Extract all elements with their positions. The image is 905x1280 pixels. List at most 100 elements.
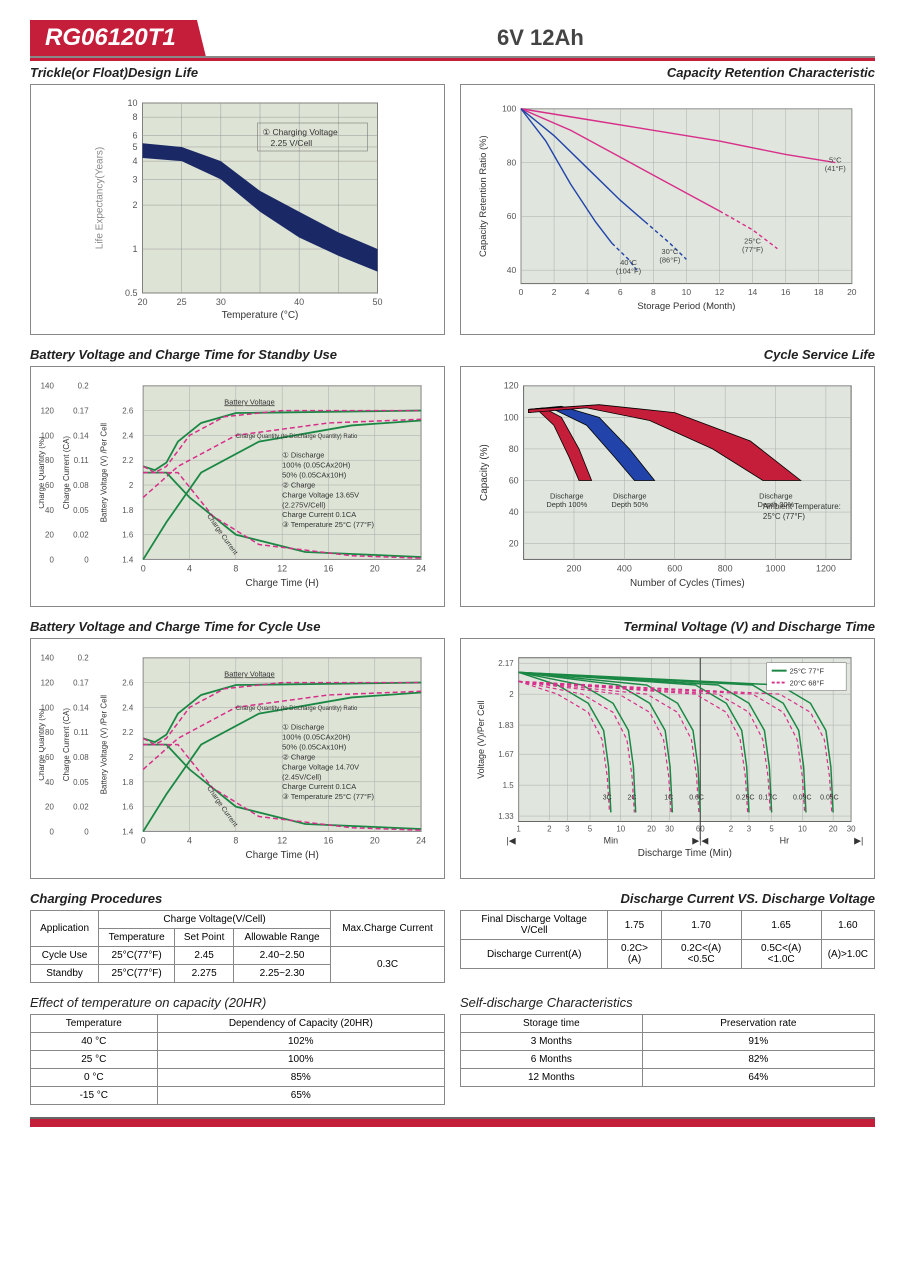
svg-text:80: 80 (45, 728, 54, 737)
svg-text:16: 16 (324, 563, 334, 573)
svg-text:50% (0.05CAx10H): 50% (0.05CAx10H) (282, 743, 347, 752)
svg-text:2: 2 (729, 824, 734, 833)
svg-text:600: 600 (667, 563, 682, 573)
svg-text:0.05: 0.05 (73, 778, 89, 787)
svg-text:10: 10 (127, 98, 137, 108)
svg-text:60: 60 (45, 753, 54, 762)
svg-text:20: 20 (829, 824, 838, 833)
svg-text:25°C 77°F: 25°C 77°F (790, 667, 825, 676)
svg-text:20: 20 (137, 297, 147, 307)
svg-text:Voltage (V)/Per Cell: Voltage (V)/Per Cell (476, 700, 486, 778)
svg-text:Battery Voltage (V) /Per Cell: Battery Voltage (V) /Per Cell (99, 695, 108, 794)
svg-text:0.02: 0.02 (73, 531, 89, 540)
svg-text:80: 80 (509, 444, 519, 454)
svg-text:2C: 2C (628, 795, 637, 802)
svg-text:1.8: 1.8 (122, 506, 134, 515)
svg-text:0.14: 0.14 (73, 703, 89, 712)
svg-text:Charge Current 0.1CA: Charge Current 0.1CA (282, 510, 356, 519)
svg-text:80: 80 (45, 456, 54, 465)
svg-text:50: 50 (372, 297, 382, 307)
svg-text:Capacity Retention Ratio (%): Capacity Retention Ratio (%) (478, 135, 489, 257)
svg-text:12: 12 (715, 287, 725, 297)
svg-text:8: 8 (233, 563, 238, 573)
svg-text:120: 120 (41, 679, 55, 688)
svg-text:100: 100 (502, 104, 516, 114)
svg-text:Charge Time (H): Charge Time (H) (246, 578, 319, 589)
svg-text:3: 3 (747, 824, 752, 833)
svg-text:Battery Voltage (V) /Per Cell: Battery Voltage (V) /Per Cell (99, 423, 108, 522)
svg-text:400: 400 (617, 563, 632, 573)
svg-text:40: 40 (294, 297, 304, 307)
svg-text:2: 2 (547, 824, 552, 833)
svg-text:120: 120 (41, 407, 55, 416)
svg-text:0.5: 0.5 (125, 288, 138, 298)
svg-text:4: 4 (187, 835, 192, 845)
svg-text:8: 8 (233, 835, 238, 845)
svg-text:16: 16 (324, 835, 334, 845)
svg-text:60: 60 (507, 211, 517, 221)
svg-text:24: 24 (416, 563, 426, 573)
svg-text:0: 0 (141, 563, 146, 573)
svg-text:100% (0.05CAx20H): 100% (0.05CAx20H) (282, 733, 351, 742)
svg-text:0.6C: 0.6C (689, 795, 704, 802)
charging-procedures-table: ApplicationCharge Voltage(V/Cell)Max.Cha… (30, 910, 445, 983)
svg-text:Discharge: Discharge (759, 491, 792, 500)
svg-text:0: 0 (49, 827, 54, 836)
svg-text:Number of Cycles (Times): Number of Cycles (Times) (630, 578, 745, 589)
svg-text:(2.275V/Cell): (2.275V/Cell) (282, 500, 326, 509)
chart5-panel: 04812162024001.4200.021.6400.051.8600.08… (30, 638, 445, 879)
svg-text:Charge Current 0.1CA: Charge Current 0.1CA (282, 782, 356, 791)
svg-text:2: 2 (129, 481, 134, 490)
svg-text:2: 2 (129, 753, 134, 762)
svg-text:① Charging Voltage: ① Charging Voltage (263, 127, 338, 137)
chart1-panel: 0.51234568102025304050① Charging Voltage… (30, 84, 445, 335)
svg-text:4: 4 (585, 287, 590, 297)
svg-text:Battery Voltage: Battery Voltage (224, 669, 274, 678)
svg-text:1.83: 1.83 (498, 721, 514, 730)
svg-text:Ambient Temperature:: Ambient Temperature: (763, 502, 841, 511)
svg-text:25: 25 (177, 297, 187, 307)
svg-text:0.11: 0.11 (74, 456, 89, 465)
svg-text:2.25 V/Cell: 2.25 V/Cell (271, 138, 313, 148)
svg-text:Charge Voltage 13.65V: Charge Voltage 13.65V (282, 490, 359, 499)
svg-text:40: 40 (509, 507, 519, 517)
svg-text:4: 4 (132, 156, 137, 166)
svg-text:0.25C: 0.25C (736, 795, 755, 802)
svg-text:0.05: 0.05 (73, 506, 89, 515)
svg-text:800: 800 (718, 563, 733, 573)
svg-text:Charge Quantity (to Discharge: Charge Quantity (to Discharge Quantity) … (236, 434, 358, 440)
svg-text:(104°F): (104°F) (616, 266, 642, 275)
chart4-panel: 2004006008001000120020406080100120Discha… (460, 366, 875, 607)
svg-text:3: 3 (565, 824, 570, 833)
svg-text:20: 20 (45, 803, 54, 812)
svg-text:(41°F): (41°F) (825, 164, 847, 173)
svg-text:(86°F): (86°F) (659, 256, 681, 265)
svg-text:20: 20 (847, 287, 857, 297)
svg-text:Charge Time (H): Charge Time (H) (246, 850, 319, 861)
svg-text:③ Temperature 25°C (77°F): ③ Temperature 25°C (77°F) (282, 520, 374, 529)
svg-text:2.6: 2.6 (122, 407, 134, 416)
svg-text:Life Expectancy(Years): Life Expectancy(Years) (95, 147, 106, 249)
svg-text:Charge Quantity (to Discharge: Charge Quantity (to Discharge Quantity) … (236, 706, 358, 712)
svg-text:1000: 1000 (766, 563, 786, 573)
chart2-panel: 024681012141618204060801005°C(41°F)25°C(… (460, 84, 875, 335)
svg-text:4: 4 (187, 563, 192, 573)
svg-text:2.2: 2.2 (122, 728, 134, 737)
svg-text:(2.45V/Cell): (2.45V/Cell) (282, 772, 322, 781)
svg-text:① Discharge: ① Discharge (282, 723, 324, 732)
svg-text:Charge Voltage 14.70V: Charge Voltage 14.70V (282, 762, 359, 771)
footer-bar (30, 1117, 875, 1127)
svg-text:Discharge: Discharge (550, 491, 583, 500)
svg-text:Capacity (%): Capacity (%) (479, 444, 490, 501)
svg-text:0.17: 0.17 (73, 679, 89, 688)
svg-text:2: 2 (132, 200, 137, 210)
svg-text:0: 0 (49, 555, 54, 564)
svg-text:2.4: 2.4 (122, 703, 134, 712)
svg-text:▶|◀: ▶|◀ (692, 835, 708, 845)
svg-text:24: 24 (416, 835, 426, 845)
svg-text:1.67: 1.67 (498, 750, 514, 759)
svg-text:60: 60 (45, 481, 54, 490)
svg-text:3: 3 (132, 174, 137, 184)
svg-text:30: 30 (847, 824, 856, 833)
svg-text:0.08: 0.08 (73, 481, 89, 490)
